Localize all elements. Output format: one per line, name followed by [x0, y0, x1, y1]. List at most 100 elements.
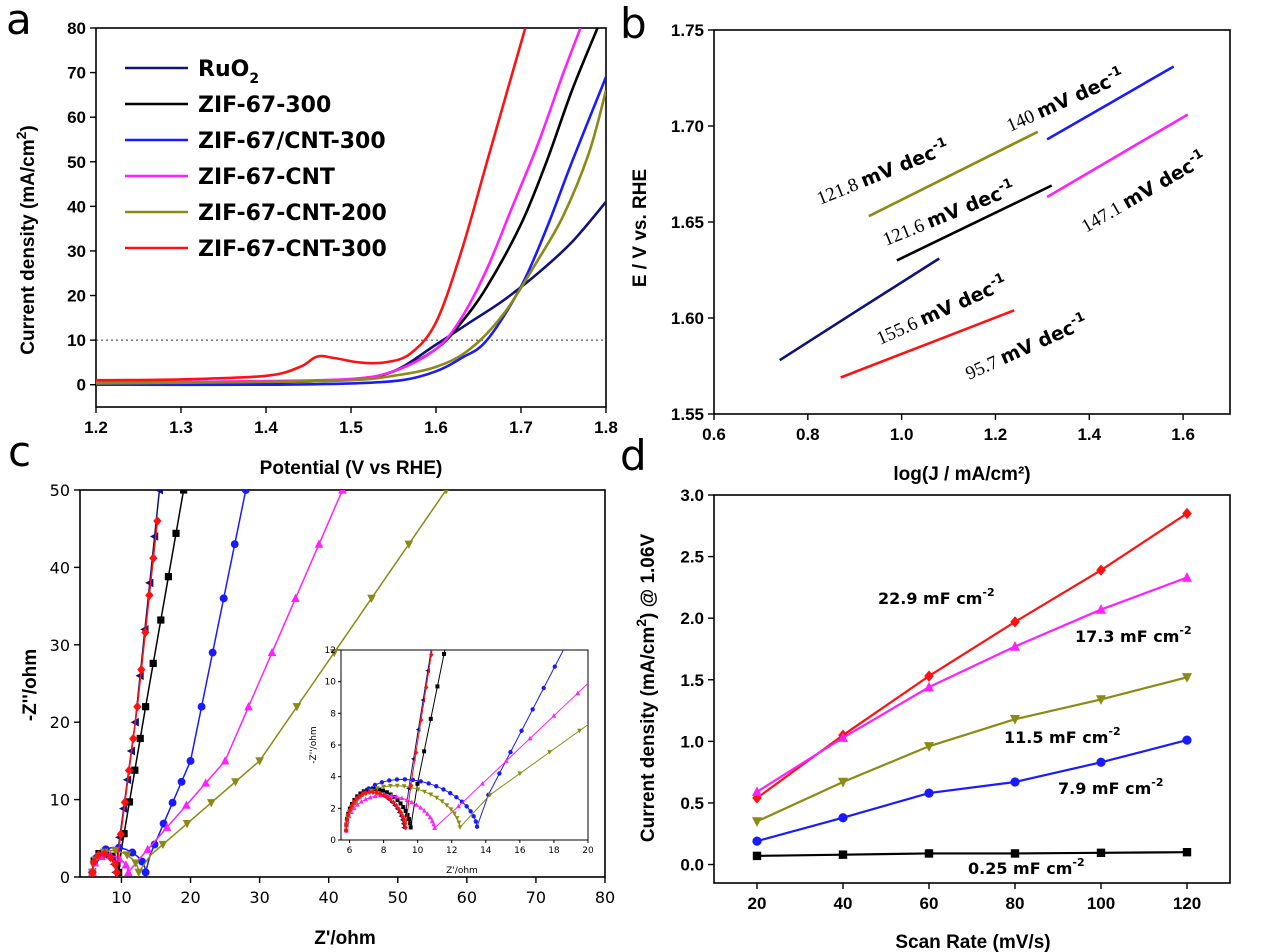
- panel-c-point-zif-67-cnt-300: [219, 594, 228, 603]
- panel-c-inset-point-zif-67-cnt-300: [344, 817, 350, 823]
- panel-a-xtick-label: 1.5: [339, 418, 363, 437]
- panel-c-point-zif-67-cnt-300: [128, 848, 137, 857]
- panel-c-point-zif-67-cnt: [143, 844, 153, 854]
- panel-c-inset-point-zif-67-cnt-300: [387, 778, 392, 783]
- panel-c-inset-point-zif-67-cnt-300: [402, 821, 408, 827]
- panel-c-inset-point-ruo: [497, 141, 502, 146]
- panel-c-inset-point-zif-67-cnt-200: [986, 323, 991, 328]
- panel-c-inset-point-zif-67-cnt: [758, 434, 763, 439]
- panel-c-inset-point-ruo: [455, 473, 460, 478]
- panel-c-inset-ytick-label: 12: [325, 646, 336, 656]
- panel-b-slope-label-zif-67-cnt-300: 95.7 mV dec-1: [961, 309, 1091, 384]
- panel-c-inset-point-zif-67-cnt-300: [400, 813, 406, 819]
- panel-a-legend-label: ZIF-67-CNT: [198, 165, 335, 190]
- panel-c-point-zif-67-cnt-300: [112, 867, 121, 877]
- panel-c-inset-point-zif-67-cnt-200: [428, 792, 434, 798]
- panel-c-inset-point-zif-67-cnt-300: [449, 522, 454, 527]
- panel-a-series-zif-67-cnt-200: [96, 90, 606, 385]
- panel-a-ytick-label: 50: [67, 153, 86, 172]
- panel-c-inset-ytick-label: 0: [330, 836, 336, 846]
- panel-c-point-zif-67-cnt-300: [208, 648, 217, 657]
- panel-c-xtick-label: 40: [319, 888, 339, 907]
- panel-c-inset-point-zif-67-cnt-300: [497, 771, 502, 776]
- panel-c-point-zif-67-cnt-300: [197, 702, 206, 711]
- panel-b-xtick-label: 1.4: [1077, 425, 1101, 444]
- panel-c-inset-point-zif-67-300: [398, 801, 403, 806]
- panel-c-inset-point-zif-67-cnt: [575, 690, 581, 696]
- panel-d-point-zif-67-cnt-200: [1009, 714, 1021, 725]
- panel-c-point-zif-67-cnt-300: [116, 829, 125, 840]
- panel-c-point-zif-67-cnt-300: [88, 867, 97, 877]
- panel-c-point-zif-67-cnt-300: [150, 840, 159, 849]
- panel-c-inset-point-zif-67-300: [415, 781, 420, 786]
- panel-a-legend-label: ZIF-67-CNT-300: [198, 237, 387, 262]
- panel-c-inset-point-zif-67-300: [408, 821, 413, 826]
- panel-c-inset-point-zif-67-cnt-200: [454, 816, 460, 821]
- panel-c-inset-ytick-label: 6: [330, 741, 336, 751]
- panel-c-inset-point-zif-67-cnt-300: [345, 812, 351, 818]
- panel-c-inset-point-zif-67-300: [541, 179, 545, 183]
- panel-c-inset-point-zif-67-cnt-300: [541, 685, 546, 691]
- panel-c-ylabel: -Z''/ohm: [20, 649, 41, 721]
- panel-c-inset-point-zif-67-cnt-300: [434, 619, 439, 624]
- panel-d-frame: [713, 494, 1231, 884]
- panel-c-inset-point-zif-67-cnt: [388, 793, 394, 798]
- panel-a-ytick-label: 0: [77, 376, 86, 395]
- panel-c-inset-point-zif-67-cnt-200: [1124, 157, 1129, 162]
- panel-c-inset-point-zif-67-cnt-200: [401, 784, 407, 789]
- panel-c-inset-point-zif-67-cnt-300: [379, 780, 385, 785]
- panel-c-inset-point-zif-67-cnt-300: [599, 545, 603, 549]
- panel-c-inset-point-zif-67-cnt: [372, 793, 378, 799]
- panel-d-point-zif-67-cnt-300: [1010, 616, 1020, 628]
- panel-b-series-ruo: [778, 257, 940, 362]
- panel-c-inset-point-zif-67-300: [531, 224, 535, 228]
- panel-c-point-zif-67-cnt-300: [149, 553, 158, 563]
- panel-c-inset-point-zif-67-cnt-300: [469, 375, 474, 380]
- panel-d-point-zif-67-cnt: [923, 681, 935, 692]
- panel-c-point-zif-67-cnt-300: [120, 797, 130, 808]
- panel-b-ytick-label: 1.70: [671, 117, 704, 136]
- panel-c-inset-point-zif-67-cnt-300: [586, 600, 590, 604]
- panel-d-point-zif-67-cnt-300: [752, 792, 762, 804]
- panel-c-point-zif-67-cnt-200: [443, 490, 449, 495]
- panel-c-point-zif-67-cnt-200: [131, 859, 140, 868]
- panel-b-xtick-label: 0.6: [702, 425, 726, 444]
- panel-c-inset-xtick-label: 20: [582, 846, 594, 856]
- panel-c-inset-point-zif-67-cnt-300: [356, 793, 362, 800]
- panel-d-ytick-label: 1.0: [680, 732, 704, 751]
- panel-c-point-zif-67-cnt-200: [367, 594, 376, 604]
- panel-d-point-zif-67-cnt-200: [837, 777, 849, 788]
- panel-c-inset-point-zif-67-300: [352, 797, 357, 802]
- panel-c-inset-point-zif-67-300: [513, 312, 517, 316]
- panel-c-point-zif-67-300: [164, 573, 173, 581]
- panel-c-inset-point-zif-67-cnt-200: [422, 789, 427, 795]
- panel-c-inset-point-zif-67-cnt-200: [439, 799, 445, 804]
- panel-c-inset-point-zif-67-300: [560, 91, 564, 95]
- panel-c-inset-point-zif-67-cnt-300: [499, 147, 504, 152]
- panel-c-inset-xtick-label: 18: [548, 846, 560, 856]
- panel-c-inset-point-ruo: [467, 378, 472, 383]
- panel-c-inset-point-zif-67-cnt-300: [441, 787, 446, 792]
- panel-c-point-zif-67-300: [142, 703, 150, 711]
- panel-label-b: b: [620, 0, 647, 48]
- panel-c-inset-point-zif-67-cnt: [845, 267, 850, 272]
- panel-d-xtick-label: 60: [920, 894, 939, 913]
- panel-c-inset-point-zif-67-cnt-300: [464, 804, 469, 809]
- panel-c-inset-frame: [340, 649, 589, 841]
- panel-c-point-zif-67-300: [131, 766, 139, 774]
- panel-c-inset-ylabel: -Z''/ohm: [309, 726, 319, 763]
- panel-b-series-zif-67-cnt-300: [840, 309, 1015, 379]
- panel-c-point-zif-67-cnt-300: [89, 857, 99, 867]
- panel-c-inset-plot-area: [343, 91, 1129, 834]
- panel-c-inset-point-zif-67-cnt-300: [372, 782, 378, 788]
- panel-d-capacitance-label-zif-67-300: 0.25 mF cm-2: [968, 856, 1085, 878]
- panel-c-inset-xtick-label: 8: [381, 846, 387, 856]
- panel-c-ytick-label: 0: [60, 868, 70, 887]
- panel-c-inset-point-zif-67-cnt-300: [343, 827, 349, 834]
- panel-c-inset-point-zif-67-cnt: [456, 803, 461, 809]
- panel-a-xtick-label: 1.4: [254, 418, 278, 437]
- panel-c-inset-point-zif-67-cnt: [551, 713, 557, 718]
- panel-c-point-zif-67-cnt-300: [241, 490, 250, 494]
- panel-c-inset-point-zif-67-cnt-200: [415, 787, 421, 792]
